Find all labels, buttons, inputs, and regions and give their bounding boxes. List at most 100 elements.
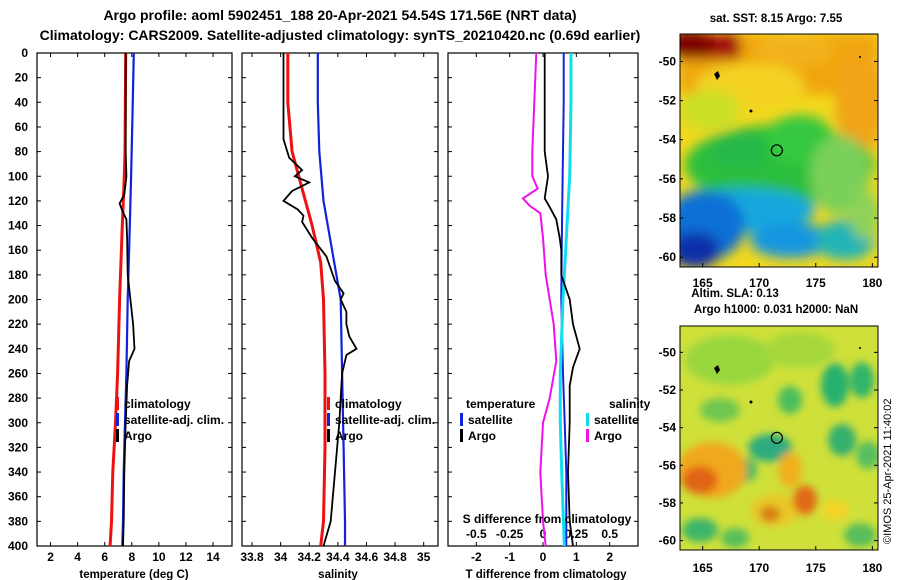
- s-diff-satellite-line: [558, 53, 573, 546]
- salinity-x-label: salinity: [318, 569, 358, 580]
- depth-tick-label: 300: [8, 416, 28, 430]
- lon-tick-label: 165: [693, 276, 713, 290]
- x-tick-label: 10: [152, 550, 166, 564]
- x-tick-label: 34.4: [326, 550, 350, 564]
- lon-tick-label: 170: [749, 561, 769, 575]
- depth-tick-label: 40: [15, 95, 29, 109]
- difference-y-ticks: [448, 52, 638, 547]
- s-diff-tick-label: 0.5: [601, 527, 618, 541]
- lat-tick-label: -56: [659, 172, 677, 186]
- sla-map-lon-axis: 165 170 175 180: [693, 546, 883, 575]
- lat-tick-label: -58: [659, 211, 677, 225]
- legend-label-satellite: satellite-adj. clim.: [124, 413, 224, 427]
- s-diff-tick-label: -0.25: [496, 527, 524, 541]
- figure-title-line2: Climatology: CARS2009. Satellite-adjuste…: [40, 27, 641, 43]
- x-tick-label: 1: [573, 550, 580, 564]
- sst-map: -50 -52 -54 -56 -58 -60 165 170 175 180: [659, 33, 883, 290]
- lon-tick-label: 175: [806, 276, 826, 290]
- lat-tick-label: -54: [659, 133, 677, 147]
- sst-field: [680, 34, 878, 267]
- x-tick-label: 14: [206, 550, 220, 564]
- lat-tick-label: -52: [659, 94, 677, 108]
- depth-tick-label: 180: [8, 268, 28, 282]
- argo-float-position-marker: [770, 431, 783, 444]
- x-tick-label: 2: [47, 550, 54, 564]
- depth-tick-label: 120: [8, 194, 28, 208]
- difference-plot-frame: [447, 52, 639, 547]
- depth-tick-label: 380: [8, 514, 28, 528]
- t-diff-argo-line: [543, 53, 581, 546]
- x-tick-label: 34: [274, 550, 288, 564]
- salinity-satellite-line: [316, 53, 347, 546]
- legend-label-t-argo: Argo: [468, 429, 496, 443]
- salinity-x-axis: 33.8 34 34.2 34.4 34.6 34.8 35: [240, 53, 431, 564]
- depth-axis: 0 20 40 60 80 100 120 140 160 180 200 220 240 260 280 3…: [8, 46, 232, 553]
- lat-tick-label: -50: [659, 345, 677, 359]
- depth-tick-label: 340: [8, 465, 28, 479]
- t-difference-x-axis: -2 -1 0 1 2: [471, 53, 613, 564]
- lat-tick-label: -56: [659, 458, 677, 472]
- sla-field: [680, 326, 878, 550]
- s-diff-tick-label: 0.25: [565, 527, 589, 541]
- sla-map-lat-axis: -50 -52 -54 -56 -58 -60: [659, 345, 878, 548]
- x-tick-label: 33.8: [240, 550, 264, 564]
- salinity-y-ticks: [242, 52, 438, 547]
- x-tick-label: 34.6: [355, 550, 379, 564]
- temperature-climatology-line: [108, 53, 128, 546]
- depth-tick-label: 220: [8, 317, 28, 331]
- depth-tick-label: 240: [8, 342, 28, 356]
- depth-tick-label: 360: [8, 490, 28, 504]
- lat-tick-label: -54: [659, 421, 677, 435]
- sla-map-frame: [679, 325, 879, 551]
- legend-marker-satellite: [116, 413, 119, 426]
- lon-tick-label: 180: [862, 561, 882, 575]
- x-tick-label: 0: [540, 550, 547, 564]
- lon-tick-label: 175: [806, 561, 826, 575]
- legend-marker-t-satellite: [460, 413, 463, 426]
- legend-marker-satellite: [327, 413, 330, 426]
- legend-label-argo: Argo: [124, 429, 152, 443]
- argo-float-position-marker: [770, 144, 783, 157]
- x-tick-label: 6: [101, 550, 108, 564]
- s-diff-argo-line: [521, 53, 558, 546]
- legend-label-t-satellite: satellite: [468, 413, 513, 427]
- legend-title-salinity: salinity: [609, 397, 651, 411]
- legend-marker-s-satellite: [586, 413, 589, 426]
- depth-tick-label: 80: [15, 145, 29, 159]
- lon-tick-label: 180: [862, 276, 882, 290]
- salinity-panel: 33.8 34 34.2 34.4 34.6 34.8 35 salinity climat…: [240, 52, 439, 580]
- x-tick-label: -2: [471, 550, 482, 564]
- temperature-argo-line: [118, 53, 136, 546]
- x-tick-label: 34.2: [298, 550, 322, 564]
- temperature-x-label: temperature (deg C): [79, 569, 188, 580]
- lat-tick-label: -58: [659, 496, 677, 510]
- temperature-x-axis: 2 4 6 8 10 12 14: [47, 53, 220, 564]
- x-tick-label: 4: [74, 550, 81, 564]
- figure-title-line1: Argo profile: aoml 5902451_188 20-Apr-20…: [103, 7, 576, 23]
- difference-panel: -2 -1 0 1 2 -0.5 -0.25 0 0.25 0.5 T difference f…: [447, 52, 651, 580]
- legend-label-climatology: climatology: [335, 397, 402, 411]
- lon-tick-label: 165: [693, 561, 713, 575]
- x-tick-label: 2: [606, 550, 613, 564]
- sst-map-lon-axis: 165 170 175 180: [693, 263, 883, 290]
- depth-tick-label: 200: [8, 293, 28, 307]
- legend-label-satellite: satellite-adj. clim.: [335, 413, 435, 427]
- depth-tick-label: 20: [15, 71, 29, 85]
- x-tick-label: 8: [128, 550, 135, 564]
- x-tick-label: 12: [179, 550, 193, 564]
- t-difference-x-label: T difference from climatology: [465, 569, 627, 580]
- temperature-plot-frame: [36, 52, 233, 547]
- lat-tick-label: -60: [659, 534, 677, 548]
- depth-tick-label: 0: [21, 46, 28, 60]
- legend-marker-argo: [116, 429, 119, 442]
- salinity-climatology-line: [286, 53, 327, 546]
- depth-tick-label: 140: [8, 219, 28, 233]
- sla-map: -50 -52 -54 -56 -58 -60 165 170 175 180: [659, 325, 883, 575]
- depth-tick-label: 160: [8, 243, 28, 257]
- depth-tick-label: 400: [8, 539, 28, 553]
- legend-marker-t-argo: [460, 429, 463, 442]
- lat-tick-label: -52: [659, 383, 677, 397]
- difference-legend: temperature satellite Argo salinity sate…: [460, 397, 651, 443]
- imos-watermark: ©IMOS 25-Apr-2021 11:40:02: [882, 399, 894, 544]
- legend-marker-climatology: [327, 397, 330, 410]
